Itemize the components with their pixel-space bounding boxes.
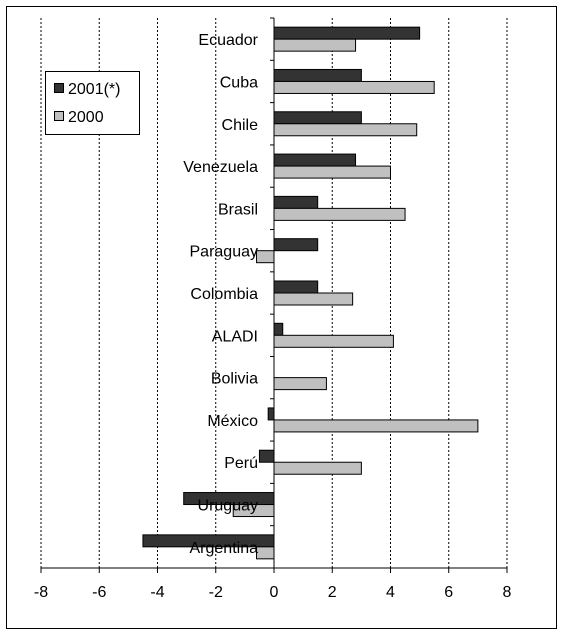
legend-label-2000: 2000 bbox=[68, 109, 104, 126]
bar-2001 bbox=[258, 449, 275, 463]
category-label: Chile bbox=[222, 117, 259, 134]
bar-2000 bbox=[273, 80, 435, 94]
bar-2000 bbox=[256, 250, 275, 264]
bar-2001 bbox=[273, 238, 319, 252]
category-label: Cuba bbox=[220, 74, 258, 91]
bar-2000 bbox=[273, 165, 391, 179]
bar-2001 bbox=[273, 68, 362, 82]
category-label: Perú bbox=[224, 455, 258, 472]
x-axis: -8 -6 -4 -2 0 2 4 6 8 bbox=[34, 17, 512, 601]
bar-2001 bbox=[273, 280, 319, 294]
legend-swatch-2000 bbox=[54, 110, 64, 121]
bar-2000 bbox=[273, 419, 479, 433]
legend-swatch-2001 bbox=[54, 82, 64, 93]
bar-2000 bbox=[273, 207, 406, 221]
bars bbox=[142, 26, 479, 560]
legend: 2001(*) 2000 bbox=[45, 71, 140, 135]
x-tick-label: -8 bbox=[34, 584, 48, 601]
category-label: México bbox=[207, 413, 258, 430]
category-label: Ecuador bbox=[198, 32, 258, 49]
legend-label-2001: 2001(*) bbox=[68, 81, 121, 98]
bar-2000 bbox=[273, 377, 327, 391]
x-tick-label: 2 bbox=[328, 584, 337, 601]
category-label: Colombia bbox=[190, 286, 258, 303]
category-labels: Ecuador Cuba Chile Venezuela Brasil Paraguay C… bbox=[183, 32, 258, 557]
bar-2000 bbox=[273, 123, 418, 137]
bar-2000 bbox=[256, 546, 275, 560]
bar-2001 bbox=[273, 111, 362, 125]
bar-2000 bbox=[273, 461, 362, 475]
category-label: Bolivia bbox=[211, 371, 258, 388]
x-tick-label: -4 bbox=[150, 584, 164, 601]
category-label: Paraguay bbox=[190, 244, 259, 261]
bar-2001 bbox=[273, 153, 357, 167]
bar-2001 bbox=[267, 407, 275, 421]
category-label: Argentina bbox=[190, 540, 259, 557]
bar-2001 bbox=[273, 26, 421, 40]
x-tick-label: 6 bbox=[444, 584, 453, 601]
x-tick-label: 8 bbox=[503, 584, 512, 601]
x-tick-label: 4 bbox=[386, 584, 395, 601]
category-label: Uruguay bbox=[198, 498, 258, 515]
bar-2001 bbox=[273, 195, 319, 209]
bar-2000 bbox=[273, 38, 357, 52]
x-tick-label: 0 bbox=[270, 584, 279, 601]
x-tick-label: -2 bbox=[209, 584, 223, 601]
legend-item-2001: 2001(*) bbox=[54, 80, 120, 100]
category-label: ALADI bbox=[212, 328, 258, 345]
category-label: Brasil bbox=[218, 201, 258, 218]
bar-2000 bbox=[273, 334, 394, 348]
bar-2001 bbox=[273, 322, 284, 336]
bar-2000 bbox=[273, 292, 354, 306]
legend-item-2000: 2000 bbox=[54, 108, 104, 128]
category-label: Venezuela bbox=[183, 159, 258, 176]
x-tick-label: -6 bbox=[92, 584, 106, 601]
